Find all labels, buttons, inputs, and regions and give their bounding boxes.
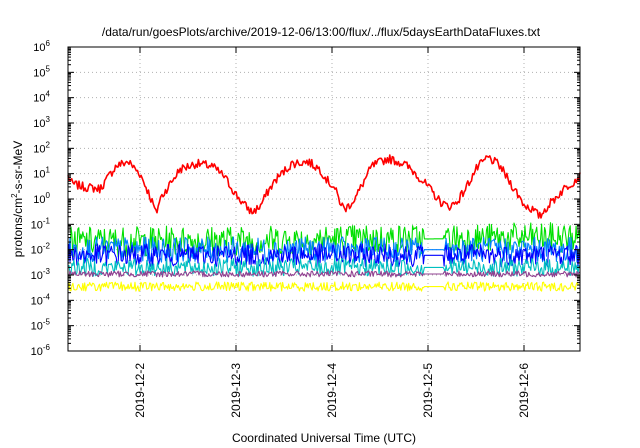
series-line-5 bbox=[67, 270, 581, 278]
y-tick-label: 100 bbox=[33, 191, 50, 206]
axes: 10-610-510-410-310-210-11001011021031041… bbox=[31, 39, 580, 418]
x-tick-label: 2019-12-4 bbox=[325, 363, 339, 418]
y-tick-exponent: 4 bbox=[46, 90, 51, 99]
y-axis-label-rest: -s-sr-MeV bbox=[11, 141, 25, 194]
x-tick-label: 2019-12-6 bbox=[517, 363, 531, 418]
y-tick-label: 10-4 bbox=[31, 292, 51, 307]
y-tick-base: 10 bbox=[33, 194, 45, 206]
y-tick-base: 10 bbox=[31, 321, 43, 333]
y-tick-label: 10-1 bbox=[31, 216, 51, 231]
y-tick-label: 10-2 bbox=[31, 242, 51, 257]
y-tick-exponent: 0 bbox=[46, 191, 51, 200]
series-line-0 bbox=[67, 154, 581, 219]
y-tick-label: 10-6 bbox=[31, 343, 51, 358]
y-tick-base: 10 bbox=[31, 270, 43, 282]
y-tick-exponent: -2 bbox=[43, 242, 51, 251]
y-tick-label: 105 bbox=[33, 64, 50, 79]
y-tick-exponent: -4 bbox=[43, 292, 51, 301]
y-tick-exponent: -1 bbox=[43, 216, 51, 225]
y-tick-label: 102 bbox=[33, 140, 50, 155]
y-tick-exponent: 5 bbox=[46, 64, 51, 73]
y-tick-exponent: 1 bbox=[46, 166, 51, 175]
series-line-2 bbox=[67, 236, 581, 263]
series-line-6 bbox=[67, 281, 581, 292]
x-tick-label: 2019-12-2 bbox=[133, 363, 147, 418]
y-tick-base: 10 bbox=[31, 295, 43, 307]
x-axis-label: Coordinated Universal Time (UTC) bbox=[232, 431, 416, 445]
y-tick-label: 101 bbox=[33, 166, 50, 181]
y-tick-exponent: 6 bbox=[46, 39, 51, 48]
x-tick-label: 2019-12-3 bbox=[229, 363, 243, 418]
chart-title: /data/run/goesPlots/archive/2019-12-06/1… bbox=[102, 25, 541, 39]
y-tick-exponent: 3 bbox=[46, 115, 51, 124]
y-tick-exponent: -3 bbox=[43, 267, 51, 276]
y-tick-base: 10 bbox=[33, 143, 45, 155]
y-tick-base: 10 bbox=[33, 67, 45, 79]
y-axis-label-sup: 2 bbox=[10, 193, 19, 198]
y-tick-exponent: -5 bbox=[43, 318, 51, 327]
y-tick-base: 10 bbox=[33, 42, 45, 54]
y-tick-base: 10 bbox=[31, 219, 43, 231]
y-tick-label: 103 bbox=[33, 115, 50, 130]
y-axis-label: protons/cm2-s-sr-MeV bbox=[10, 141, 25, 257]
y-axis-label-main: protons/cm bbox=[11, 198, 25, 257]
y-tick-label: 10-3 bbox=[31, 267, 51, 282]
y-tick-base: 10 bbox=[31, 346, 43, 358]
gridlines bbox=[68, 47, 580, 351]
plot-series bbox=[67, 154, 581, 292]
y-tick-base: 10 bbox=[33, 93, 45, 105]
y-tick-base: 10 bbox=[31, 245, 43, 257]
y-tick-base: 10 bbox=[33, 118, 45, 130]
x-tick-label: 2019-12-5 bbox=[421, 363, 435, 418]
y-tick-label: 10-5 bbox=[31, 318, 51, 333]
y-tick-base: 10 bbox=[33, 169, 45, 181]
y-tick-label: 106 bbox=[33, 39, 50, 54]
y-tick-exponent: 2 bbox=[46, 140, 51, 149]
y-tick-exponent: -6 bbox=[43, 343, 51, 352]
series-line-4 bbox=[67, 257, 581, 277]
y-tick-label: 104 bbox=[33, 90, 50, 105]
